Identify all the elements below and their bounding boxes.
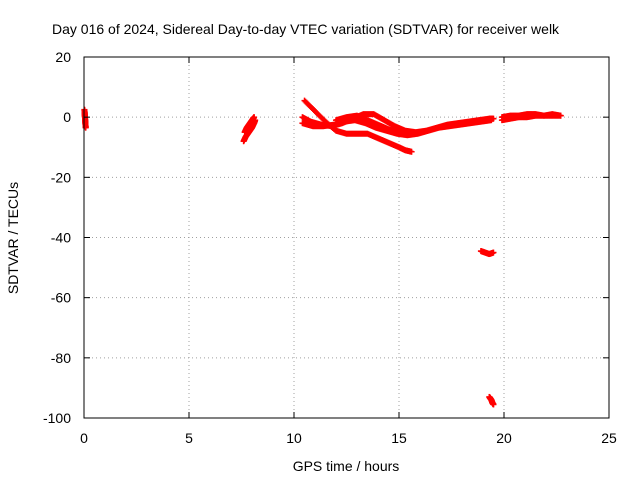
plot-frame [83,56,610,419]
x-tick-labels: 0 5 10 15 20 25 [80,430,617,446]
y-tick-label: -40 [51,230,71,246]
data-point [406,130,413,137]
data-point [490,401,497,408]
y-tick-label: -100 [43,410,71,426]
data-point [251,114,258,121]
y-tick-label: -80 [51,350,71,366]
y-tick-label: -20 [51,169,71,185]
x-tick-label: 20 [496,430,512,446]
y-tick-label: -60 [51,290,71,306]
x-tick-label: 10 [286,430,302,446]
x-tick-label: 25 [601,430,617,446]
data-point [557,112,564,119]
x-axis-label: GPS time / hours [293,458,400,474]
x-tick-label: 15 [391,430,407,446]
y-tick-label: 20 [55,49,71,65]
x-tick-label: 5 [185,430,193,446]
x-tick-label: 0 [80,430,88,446]
data-point [490,249,497,256]
data-points [81,97,564,408]
tick-marks [83,56,610,419]
y-tick-label: 0 [63,109,71,125]
data-point [408,148,415,155]
y-axis-label: SDTVAR / TECUs [5,182,21,294]
grid [84,57,609,418]
chart-title: Day 016 of 2024, Sidereal Day-to-day VTE… [52,21,560,37]
data-point [488,117,495,124]
y-tick-labels: -100 -80 -60 -40 -20 0 20 [43,49,71,426]
